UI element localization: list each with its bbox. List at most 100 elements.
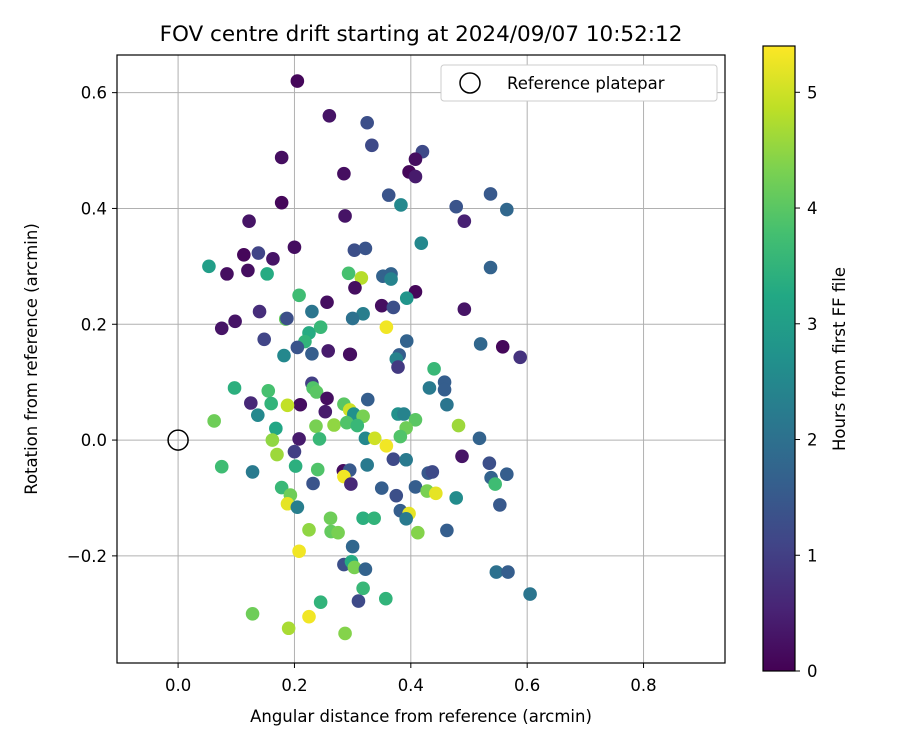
data-point (391, 360, 405, 374)
data-point (350, 418, 365, 433)
colorbar-label: Hours from first FF file (830, 267, 849, 451)
data-point (374, 298, 389, 313)
data-point (290, 74, 305, 88)
data-point (483, 260, 498, 275)
data-point (374, 481, 389, 495)
x-tick-label: 0.8 (630, 676, 656, 695)
x-axis-ticks: 0.0 0.2 0.4 0.6 0.8 (165, 663, 657, 695)
data-point (220, 267, 234, 281)
data-point (260, 267, 274, 281)
data-point (227, 381, 242, 395)
data-point (241, 263, 255, 278)
colorbar-ticks: 0 1 2 3 4 5 (795, 83, 818, 681)
data-point (287, 444, 302, 459)
data-point (354, 271, 369, 285)
data-point (422, 381, 437, 395)
colorbar-tick-label: 2 (807, 431, 818, 450)
reference-platepar-marker (167, 429, 189, 451)
legend-marker-reference (459, 72, 481, 94)
data-point (389, 488, 404, 503)
data-point (399, 334, 414, 348)
data-point (360, 115, 374, 130)
data-point (318, 404, 333, 419)
data-point (408, 480, 423, 494)
data-point (360, 458, 374, 472)
data-point (251, 246, 266, 260)
data-point (274, 195, 289, 210)
data-point (338, 626, 352, 641)
data-point (397, 407, 411, 421)
data-point (345, 539, 360, 554)
data-point (414, 236, 429, 250)
data-point (302, 609, 316, 624)
y-tick-label: 0.0 (81, 431, 107, 450)
data-point (337, 166, 351, 181)
data-point (386, 300, 401, 315)
data-point (261, 384, 276, 398)
data-point (347, 560, 362, 575)
data-point (214, 459, 229, 474)
data-point (312, 432, 327, 446)
data-point (292, 288, 306, 303)
data-point (290, 340, 305, 355)
data-point (483, 187, 498, 201)
data-point (340, 415, 354, 430)
data-point (440, 397, 454, 412)
data-point (345, 311, 360, 326)
colorbar-tick-label: 3 (807, 315, 818, 334)
colorbar: 0 1 2 3 4 5 Hours from first FF file (762, 45, 849, 681)
data-point (280, 311, 294, 326)
data-point (320, 295, 334, 310)
data-point (265, 433, 280, 447)
y-tick-label: 0.6 (81, 84, 107, 103)
data-point (384, 272, 398, 286)
data-point (379, 320, 394, 334)
data-point (313, 595, 328, 609)
data-point (244, 396, 258, 410)
data-point (331, 525, 345, 540)
data-point (281, 621, 296, 636)
data-point (310, 462, 325, 477)
data-point (287, 240, 302, 255)
data-point (228, 314, 242, 329)
data-point (242, 214, 256, 228)
data-point (367, 511, 381, 526)
y-axis-ticks: −0.2 0.0 0.2 0.4 0.6 (67, 84, 117, 566)
data-point (327, 418, 341, 432)
data-point (500, 202, 514, 217)
data-point (493, 498, 507, 512)
data-point (207, 414, 221, 428)
data-point (323, 511, 338, 526)
data-point (252, 304, 267, 319)
data-point (501, 565, 515, 579)
colorbar-tick-label: 1 (807, 546, 818, 565)
data-point (513, 350, 527, 365)
data-point (386, 452, 401, 466)
data-point (408, 413, 423, 427)
data-point (399, 291, 414, 306)
data-point (321, 344, 336, 358)
data-point (202, 259, 216, 274)
data-point (309, 419, 323, 433)
data-point (488, 477, 502, 491)
data-point (440, 523, 454, 538)
data-point (343, 347, 358, 362)
data-point (451, 418, 466, 433)
data-point (489, 565, 504, 579)
data-point (425, 465, 440, 479)
colorbar-tick-label: 0 (807, 662, 818, 681)
data-point (437, 382, 452, 397)
data-point (306, 476, 320, 491)
data-point (482, 456, 497, 471)
data-point (365, 138, 379, 153)
data-point (280, 398, 295, 413)
y-tick-label: 0.2 (81, 315, 107, 334)
data-point (245, 606, 260, 621)
plot-frame (116, 54, 726, 664)
data-point (408, 152, 423, 167)
data-point (293, 397, 308, 412)
data-point (381, 188, 396, 202)
data-point (277, 348, 291, 363)
data-point (245, 465, 260, 479)
